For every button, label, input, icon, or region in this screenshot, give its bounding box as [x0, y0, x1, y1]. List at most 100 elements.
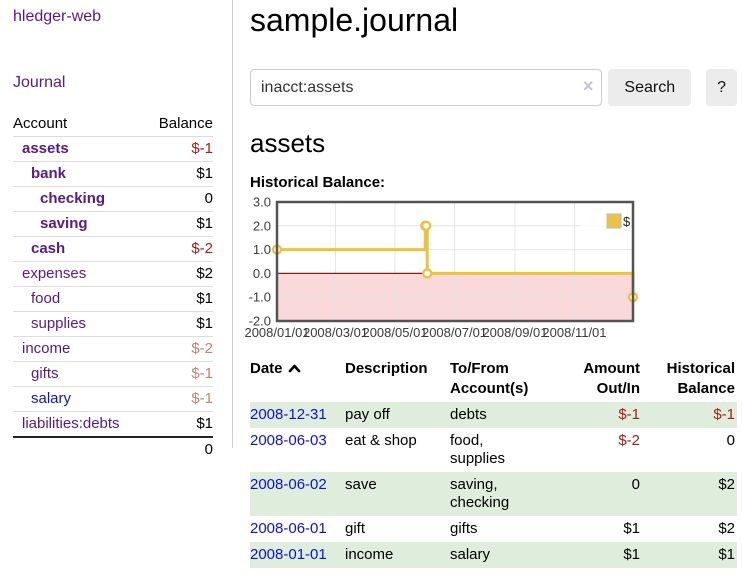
- chart-label: Historical Balance:: [250, 174, 386, 191]
- transaction-date-link[interactable]: 2008-06-02: [250, 472, 345, 516]
- register-header-balance-line1: Historical: [666, 360, 735, 377]
- x-tick-label: 2008/03/01: [303, 325, 368, 340]
- accounts-header-row: Account Balance: [13, 112, 213, 137]
- account-balance: $-2: [145, 336, 213, 362]
- account-row: liabilities:debts $1: [13, 411, 213, 437]
- account-link-bank[interactable]: bank: [31, 165, 67, 182]
- account-balance: $-1: [145, 361, 213, 387]
- transaction-amount: $-2: [618, 432, 640, 449]
- account-balance: $1: [145, 286, 213, 312]
- transaction-date-link[interactable]: 2008-06-03: [250, 428, 345, 472]
- account-row: salary $-1: [13, 386, 213, 412]
- transaction-row: 2008-06-01 gift gifts $1 $2: [250, 516, 737, 542]
- transaction-date-link[interactable]: 2008-12-31: [250, 406, 327, 423]
- app-brand-link[interactable]: hledger-web: [13, 8, 102, 25]
- account-link-expenses[interactable]: expenses: [22, 265, 87, 282]
- register-header-amount: Amount Out/In: [550, 356, 642, 402]
- register-header-date-label: Date: [250, 360, 283, 377]
- account-balance: $1: [145, 311, 213, 337]
- account-row: saving $1: [13, 211, 213, 237]
- accounts-total-row: 0: [13, 436, 213, 462]
- transaction-accounts: food, supplies: [450, 432, 506, 467]
- account-link-salary[interactable]: salary: [31, 390, 72, 407]
- transaction-date-link[interactable]: 2008-12-31: [250, 402, 345, 428]
- page-title: sample.journal: [250, 2, 459, 38]
- account-row: expenses $2: [13, 261, 213, 287]
- transaction-date-link[interactable]: 2008-06-03: [250, 432, 327, 449]
- sidebar: hledger-web Journal Account Balance asse…: [0, 0, 233, 462]
- legend-swatch: [606, 213, 622, 229]
- transaction-accounts: salary: [450, 546, 491, 563]
- y-tick-label: 1.0: [253, 242, 271, 257]
- search-help-button[interactable]: ?: [706, 69, 737, 106]
- transaction-amount: $1: [623, 520, 640, 537]
- accounts-header-balance: Balance: [158, 115, 213, 132]
- x-tick-label: 2008/07/01: [422, 325, 487, 340]
- y-tick-label: -2.0: [249, 314, 271, 329]
- account-link-food[interactable]: food: [31, 290, 61, 307]
- search-button[interactable]: Search: [608, 69, 692, 106]
- account-balance: $1: [145, 411, 213, 437]
- account-row: bank $1: [13, 161, 213, 187]
- y-tick-label: 3.0: [253, 195, 271, 210]
- account-balance: $1: [145, 161, 213, 187]
- register-header-amount-line2: Out/In: [596, 380, 640, 397]
- x-tick-label: 2008/11/01: [542, 325, 606, 340]
- register-header-amount-line1: Amount: [583, 360, 640, 377]
- search-input[interactable]: [250, 69, 603, 106]
- account-balance: $2: [145, 261, 213, 287]
- account-heading: assets: [250, 128, 326, 158]
- account-link-saving[interactable]: saving: [40, 215, 88, 232]
- account-row: assets $-1: [13, 136, 213, 162]
- register-header-accounts-line2: Account(s): [450, 380, 529, 397]
- accounts-total-value: 0: [145, 436, 213, 462]
- account-row: supplies $1: [13, 311, 213, 337]
- x-tick-label: 2008/09/01: [482, 325, 547, 340]
- transaction-date-link[interactable]: 2008-01-01: [250, 546, 327, 563]
- transaction-date-link[interactable]: 2008-06-01: [250, 516, 345, 542]
- search-form: × Search ?: [250, 69, 737, 106]
- transaction-accounts: debts: [450, 406, 487, 423]
- account-link-liabilities-debts[interactable]: liabilities:debts: [22, 415, 120, 432]
- transaction-balance: 0: [726, 432, 735, 449]
- transaction-row: 2008-01-01 income salary $1 $1: [250, 542, 737, 568]
- account-link-cash[interactable]: cash: [31, 240, 66, 257]
- transaction-description: income: [345, 546, 394, 563]
- plot-border: [275, 200, 635, 323]
- account-link-gifts[interactable]: gifts: [31, 365, 59, 382]
- transaction-date-link[interactable]: 2008-06-01: [250, 520, 327, 537]
- legend-label: $: [623, 214, 631, 229]
- account-row: cash $-2: [13, 236, 213, 262]
- transaction-balance: $1: [718, 546, 735, 563]
- sort-asc-icon: [288, 359, 301, 379]
- transaction-amount: 0: [631, 476, 640, 493]
- account-link-assets[interactable]: assets: [22, 140, 69, 157]
- transaction-accounts: saving, checking: [450, 476, 510, 511]
- register-table: Date Description To/From Account(s) Amou…: [250, 356, 737, 568]
- account-link-income[interactable]: income: [22, 340, 71, 357]
- account-balance: 0: [145, 186, 213, 212]
- transaction-row: 2008-06-02 save saving, checking 0 $2: [250, 472, 737, 516]
- account-link-supplies[interactable]: supplies: [31, 315, 87, 332]
- account-link-checking[interactable]: checking: [40, 190, 106, 207]
- transaction-row: 2008-06-03 eat & shop food, supplies $-2 0: [250, 428, 737, 472]
- register-header-accounts: To/From Account(s): [450, 356, 550, 402]
- transaction-date-link[interactable]: 2008-01-01: [250, 542, 345, 568]
- data-point-marker: [421, 220, 432, 231]
- transaction-description: eat & shop: [345, 432, 417, 449]
- register-header-row: Date Description To/From Account(s) Amou…: [250, 356, 737, 402]
- transaction-description: save: [345, 476, 377, 493]
- account-balance: $-1: [145, 386, 213, 412]
- main-content: sample.journal × Search ? assets Histori…: [233, 0, 742, 568]
- clear-search-icon[interactable]: ×: [582, 76, 594, 96]
- account-balance: $-2: [145, 236, 213, 262]
- accounts-table: Account Balance assets $-1 bank $1 checking 0…: [13, 112, 213, 462]
- account-row: food $1: [13, 286, 213, 312]
- transaction-amount: $-1: [618, 406, 640, 423]
- transaction-balance: $2: [718, 520, 735, 537]
- transaction-amount: $1: [623, 546, 640, 563]
- register-header-balance-line2: Balance: [677, 380, 735, 397]
- sidebar-item-journal[interactable]: Journal: [13, 74, 66, 91]
- register-header-date[interactable]: Date: [250, 356, 345, 402]
- transaction-date-link[interactable]: 2008-06-02: [250, 476, 327, 493]
